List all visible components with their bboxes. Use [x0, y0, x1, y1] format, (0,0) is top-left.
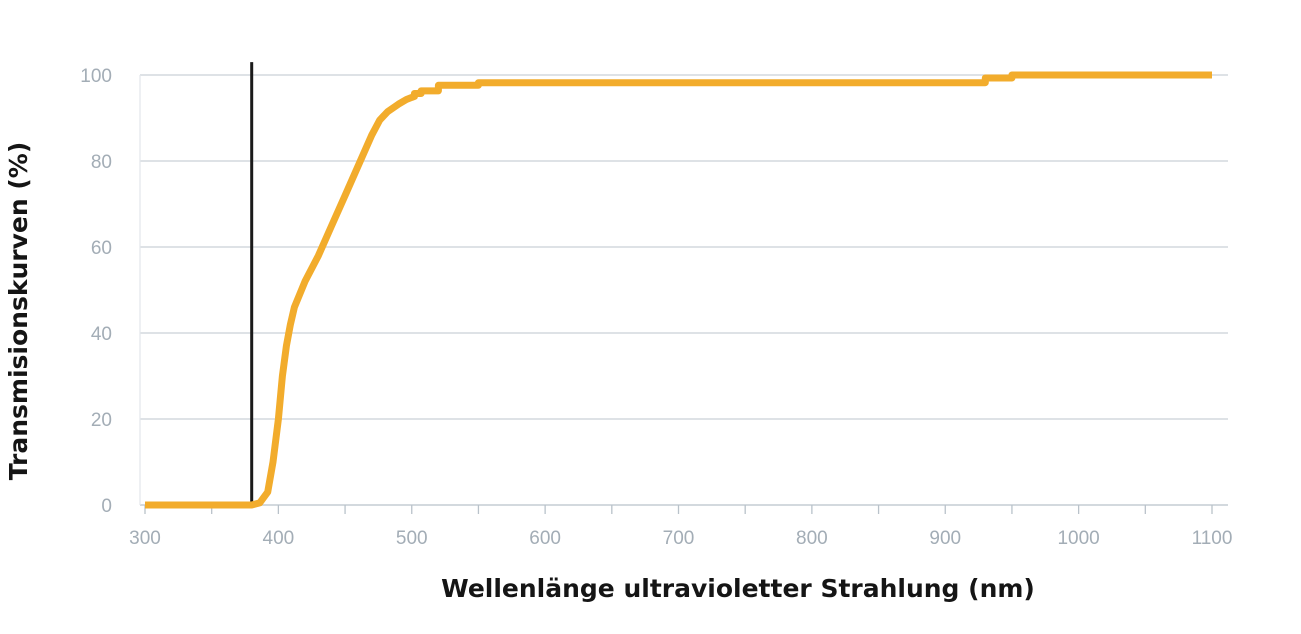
series-line-0: [145, 71, 1212, 509]
x-tick-label-400: 400: [263, 528, 295, 549]
x-axis-title: Wellenlänge ultravioletter Strahlung (nm…: [441, 574, 1035, 603]
y-tick-label-20: 20: [91, 410, 112, 431]
x-tick-label-300: 300: [129, 528, 161, 549]
x-tick-label-1100: 1100: [1192, 528, 1233, 549]
y-tick-label-40: 40: [91, 324, 112, 345]
x-tick-label-700: 700: [663, 528, 695, 549]
x-tick-label-1000: 1000: [1057, 528, 1099, 549]
x-tick-label-600: 600: [529, 528, 561, 549]
x-axis: 300 400 500 600 700 800 900 1000 1100: [129, 504, 1233, 549]
y-tick-label-100: 100: [80, 66, 112, 87]
series-group: [145, 71, 1212, 509]
y-tick-label-80: 80: [91, 152, 112, 173]
grid-lines: [140, 74, 1228, 420]
y-axis-title: Transmisionskurven (%): [4, 142, 33, 481]
x-tick-label-900: 900: [929, 528, 961, 549]
y-axis: 0 20 40 60 80 100: [80, 66, 141, 517]
x-tick-label-500: 500: [396, 528, 428, 549]
y-tick-label-0: 0: [101, 496, 112, 517]
y-tick-label-60: 60: [91, 238, 112, 259]
x-tick-label-800: 800: [796, 528, 828, 549]
